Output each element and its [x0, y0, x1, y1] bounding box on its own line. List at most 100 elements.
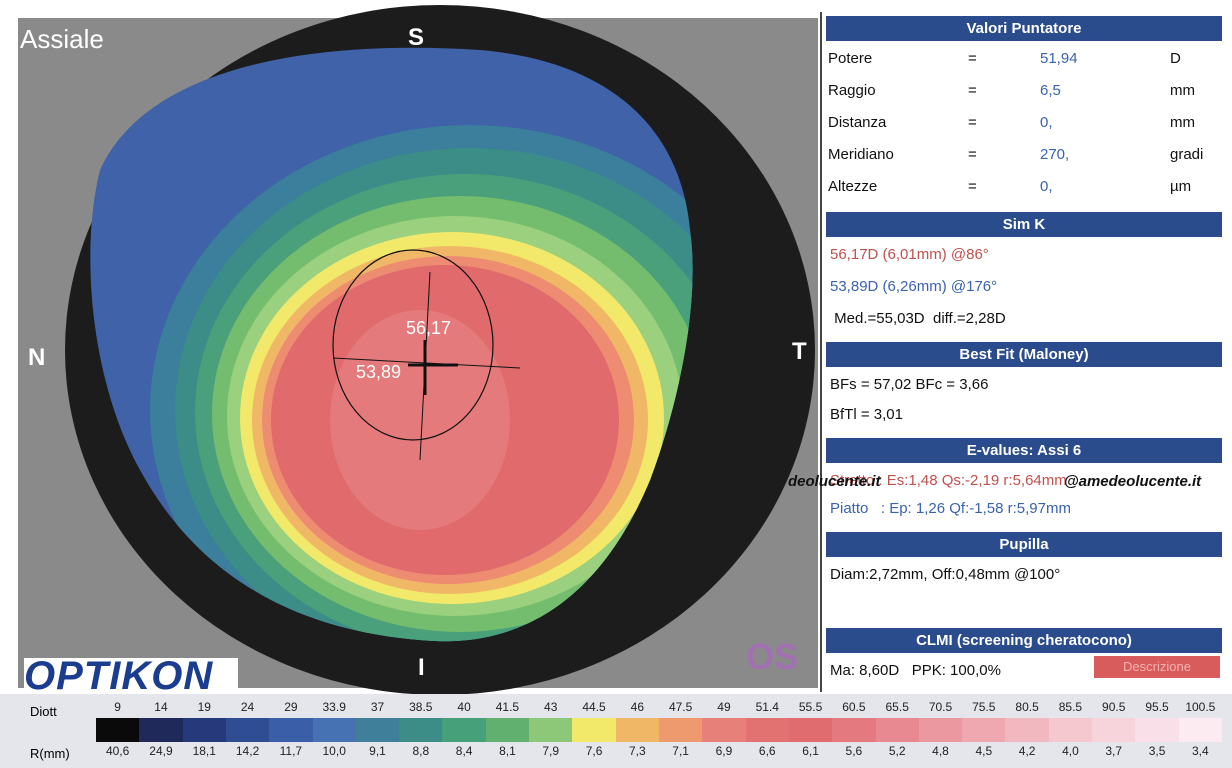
equals: =	[968, 178, 977, 195]
radius-value: 3,5	[1148, 744, 1166, 758]
radius-value: 24,9	[149, 744, 173, 758]
power-value: 85.5	[1058, 700, 1083, 714]
radius-value: 6,9	[715, 744, 733, 758]
description-button[interactable]: Descrizione	[1094, 656, 1220, 678]
radius-value: 3,4	[1192, 744, 1209, 758]
scale-cell	[875, 718, 920, 742]
scale-cell	[1092, 718, 1136, 742]
orientation-left: N	[28, 344, 46, 371]
radius-value: 10,0	[322, 744, 346, 758]
topography-map	[18, 5, 818, 695]
power-value: 100.5	[1185, 700, 1216, 714]
radius-value: 5,2	[888, 744, 906, 758]
power-value: 46	[630, 700, 645, 714]
brand-logo: OPTIKON	[24, 654, 214, 698]
panel-line: Diam:2,72mm, Off:0,48mm @100°	[830, 566, 1061, 583]
panel-header: Valori Puntatore	[826, 16, 1222, 41]
panel-line: Med.=55,03D diff.=2,28D	[830, 310, 1006, 327]
scale-cell	[139, 718, 184, 742]
field-label: Distanza	[828, 114, 887, 131]
scale-cell	[1005, 718, 1050, 742]
panel-header: Pupilla	[826, 532, 1222, 557]
field-value: 0,	[1040, 114, 1053, 131]
radius-value: 9,1	[369, 744, 386, 758]
panel-line: Stretto : Es:1,48 Qs:-2,19 r:5,64mm	[830, 472, 1067, 489]
field-value: 51,94	[1040, 50, 1078, 67]
radius-value: 8,4	[455, 744, 473, 758]
power-value: 37	[370, 700, 385, 714]
field-label: Potere	[828, 50, 873, 67]
radius-value: 4,8	[932, 744, 949, 758]
radius-value: 7,9	[542, 744, 560, 758]
field-label: Meridiano	[828, 146, 894, 163]
scale-cell	[745, 718, 790, 742]
watermark: deolucente.it	[788, 473, 881, 490]
scale-cell	[96, 718, 140, 742]
field-value: 270,	[1040, 146, 1070, 163]
scale-cell	[962, 718, 1006, 742]
scale-cell	[399, 718, 443, 742]
power-value: 75.5	[972, 700, 996, 714]
radius-value: 3,7	[1105, 744, 1123, 758]
power-value: 24	[240, 700, 255, 714]
panel-line: 56,17D (6,01mm) @86°	[830, 246, 989, 263]
power-value: 41.5	[495, 700, 520, 714]
power-value: 60.5	[842, 700, 866, 714]
radius-value: 4,2	[1018, 744, 1036, 758]
radius-value: 18,1	[192, 744, 216, 758]
field-label: Altezze	[828, 178, 878, 195]
radius-value: 6,6	[758, 744, 776, 758]
equals: =	[968, 82, 977, 99]
scale-cell	[312, 718, 357, 742]
panel-line: 53,89D (6,26mm) @176°	[830, 278, 998, 295]
field-label: Raggio	[828, 82, 876, 99]
scale-cell	[615, 718, 660, 742]
field-unit: mm	[1170, 82, 1195, 99]
power-label: Diott	[30, 704, 57, 719]
equals: =	[968, 114, 977, 131]
field-unit: D	[1170, 50, 1181, 67]
radius-value: 7,6	[585, 744, 603, 758]
scale-cell	[182, 718, 227, 742]
orientation-right: T	[792, 338, 807, 365]
radius-value: 8,8	[412, 744, 430, 758]
power-value: 90.5	[1102, 700, 1126, 714]
map-mode: Assiale	[20, 24, 104, 54]
power-value: 49	[717, 700, 731, 714]
scale-cell	[485, 718, 530, 742]
flat-value: 53,89	[356, 362, 402, 382]
radius-value: 40,6	[105, 744, 130, 758]
panel-header: CLMI (screening cheratocono)	[826, 628, 1222, 653]
scale-cell	[355, 718, 400, 742]
scale-cell	[442, 718, 487, 742]
divider	[820, 12, 822, 692]
field-unit: mm	[1170, 114, 1195, 131]
power-value: 44.5	[582, 700, 606, 714]
power-value: 19	[197, 700, 211, 714]
radius-value: 14,2	[235, 744, 260, 758]
radius-value: 4,5	[975, 744, 993, 758]
radius-value: 4,0	[1062, 744, 1079, 758]
scale-cell	[572, 718, 617, 742]
radius-value: 5,6	[845, 744, 863, 758]
scale-cell	[702, 718, 747, 742]
power-value: 29	[284, 700, 298, 714]
orientation-top: S	[408, 24, 425, 51]
panel-header: Best Fit (Maloney)	[826, 342, 1222, 367]
eye-label: OS	[746, 636, 799, 677]
watermark: @amedeolucente.it	[1064, 473, 1202, 490]
power-value: 95.5	[1145, 700, 1169, 714]
scale-cell	[529, 718, 573, 742]
panel-header: Sim K	[826, 212, 1222, 237]
field-unit: gradi	[1170, 146, 1204, 163]
scale-cell	[832, 718, 877, 742]
power-value: 38.5	[409, 700, 433, 714]
power-value: 80.5	[1015, 700, 1039, 714]
radius-label: R(mm)	[30, 746, 70, 761]
scale-cell	[1135, 718, 1180, 742]
power-value: 65.5	[885, 700, 909, 714]
power-value: 47.5	[668, 700, 693, 714]
panel-line: BfTl = 3,01	[830, 406, 903, 423]
scale-cell	[659, 718, 703, 742]
